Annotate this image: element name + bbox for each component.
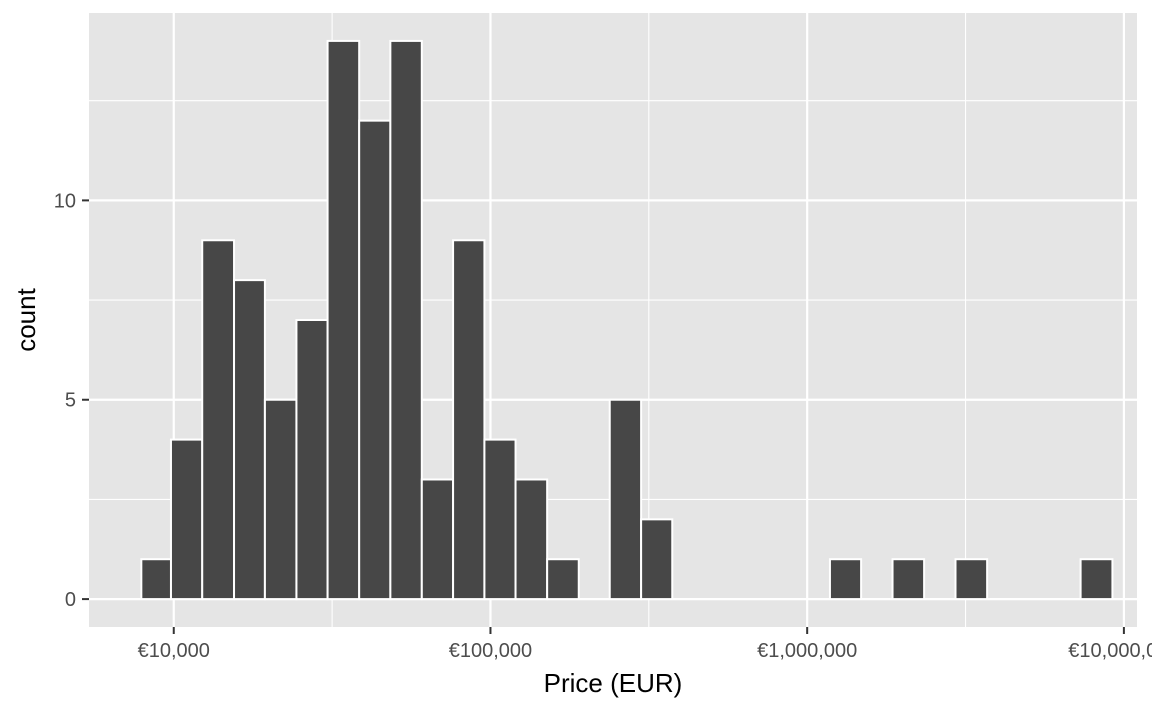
histogram-bar: [514, 478, 549, 601]
histogram-bar: [233, 279, 266, 601]
histogram-bar: [358, 119, 392, 601]
x-tick-label: €10,000: [138, 640, 210, 662]
x-tick-label: €1,000,000: [757, 640, 857, 662]
histogram-bar: [608, 398, 643, 601]
histogram-bars: [140, 39, 1114, 601]
y-tick-label: 10: [54, 190, 76, 212]
histogram-bar: [295, 319, 329, 601]
histogram-bar: [263, 398, 298, 601]
histogram-bar: [326, 39, 361, 601]
y-axis-title: count: [11, 287, 41, 351]
histogram-bar: [389, 39, 423, 601]
histogram-bar: [452, 239, 486, 601]
histogram-bar: [640, 518, 674, 601]
histogram-bar: [891, 558, 926, 601]
histogram-bar: [483, 438, 517, 601]
y-axis: 0 5 10: [54, 190, 89, 611]
x-tick-label: €100,000: [449, 640, 532, 662]
y-tick-label: 0: [65, 589, 76, 611]
y-tick-label: 5: [65, 390, 76, 412]
histogram-bar: [954, 558, 989, 601]
histogram-bar: [828, 558, 863, 601]
histogram-bar: [1079, 558, 1114, 601]
histogram-bar: [201, 239, 236, 601]
x-tick-label: €10,000,000: [1068, 640, 1152, 662]
histogram-bar: [140, 558, 172, 601]
x-axis-title: Price (EUR): [544, 668, 683, 698]
histogram-bar: [169, 438, 204, 601]
histogram-bar: [546, 558, 580, 601]
histogram-bar: [420, 478, 455, 601]
x-axis: €10,000 €100,000 €1,000,000 €10,000,000: [138, 627, 1152, 662]
